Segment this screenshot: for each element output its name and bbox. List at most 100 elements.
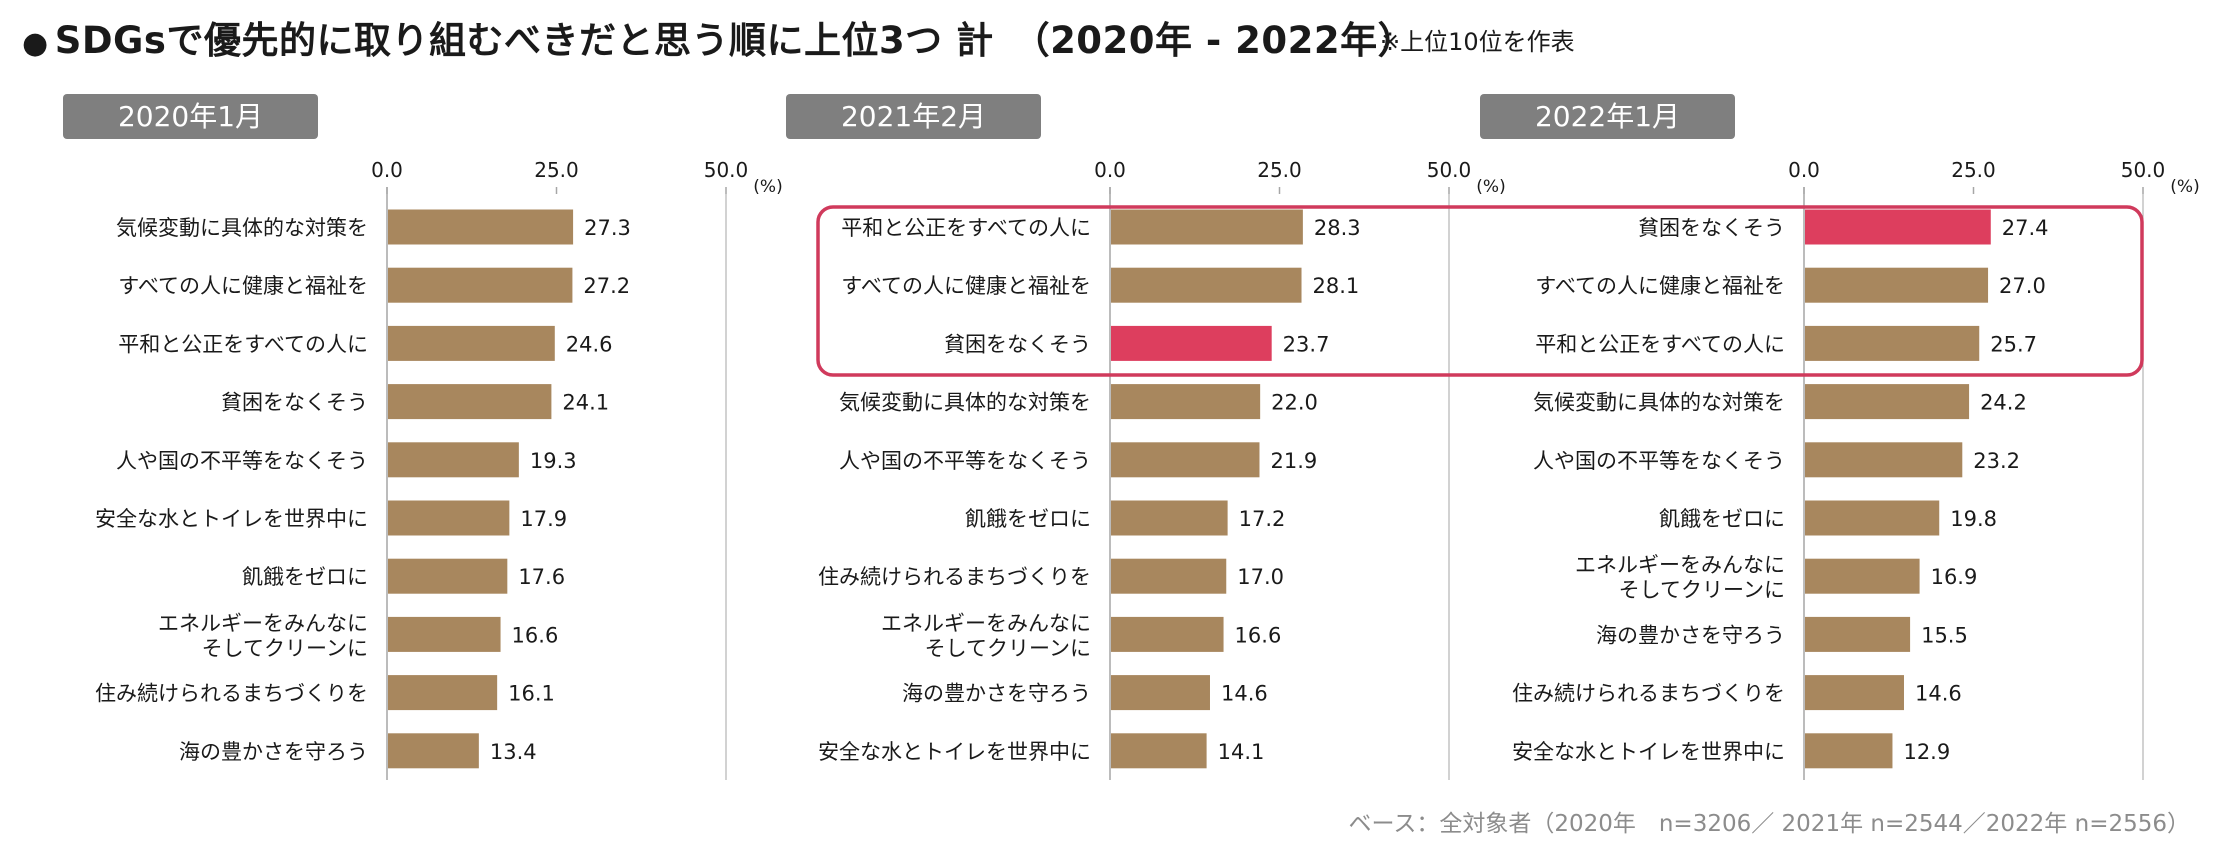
bar <box>1111 267 1302 303</box>
category-label: 住み続けられるまちづくりを <box>818 565 1091 589</box>
category-label: 気候変動に具体的な対策を <box>1533 391 1785 415</box>
data-label: 24.2 <box>1980 391 2027 415</box>
data-label: 28.3 <box>1314 216 1361 240</box>
bar <box>388 558 508 594</box>
category-label: 飢餓をゼロに <box>965 507 1091 531</box>
bar <box>388 675 498 711</box>
unit-label: (%) <box>1476 177 1505 197</box>
category-label-line: エネルギーをみんなに <box>1575 553 1785 577</box>
category-label: 海の豊かさを守ろう <box>902 682 1091 706</box>
base-footnote: ベース：全対象者（2020年 n=3206／ 2021年 n=2544／2022… <box>1348 811 2190 837</box>
data-label: 17.6 <box>518 565 565 589</box>
panel-label-2021: 2021年2月 <box>786 94 1041 139</box>
data-label: 12.9 <box>1903 740 1950 764</box>
category-label: 海の豊かさを守ろう <box>1596 623 1785 647</box>
data-label: 14.6 <box>1915 682 1962 706</box>
tick-label: 50.0 <box>2121 158 2166 182</box>
category-label: 気候変動に具体的な対策を <box>839 391 1091 415</box>
bar <box>388 442 519 478</box>
bar <box>388 500 510 536</box>
category-label-line: そしてクリーンに <box>202 636 368 660</box>
bar <box>1805 442 1963 478</box>
chart-title: ● SDGsで優先的に取り組むべきだと思う順に上位3つ 計 （2020年 - 20… <box>22 10 1415 64</box>
data-label: 27.0 <box>1999 274 2046 298</box>
category-label: すべての人に健康と福祉を <box>1535 274 1785 298</box>
data-label: 24.6 <box>566 332 613 356</box>
data-label: 17.9 <box>520 507 567 531</box>
category-label: 住み続けられるまちづくりを <box>95 682 368 706</box>
chart-title-text: SDGsで優先的に取り組むべきだと思う順に上位3つ 計 （2020年 - 202… <box>54 19 1416 62</box>
category-label: 安全な水とトイレを世界中に <box>818 740 1091 764</box>
bar <box>1805 325 1980 361</box>
bar <box>388 325 555 361</box>
bar <box>1805 616 1911 652</box>
tick-label: 25.0 <box>1951 158 1996 182</box>
category-label-line: エネルギーをみんなに <box>158 611 368 635</box>
bar <box>388 384 552 420</box>
data-label: 19.3 <box>530 449 577 473</box>
data-label: 23.2 <box>1973 449 2020 473</box>
panel-label-2022: 2022年1月 <box>1480 94 1735 139</box>
data-label: 22.0 <box>1271 391 1318 415</box>
category-label: すべての人に健康と福祉を <box>841 274 1091 298</box>
bar <box>1805 500 1940 536</box>
bar <box>388 209 574 245</box>
bar <box>1111 442 1260 478</box>
data-label: 24.1 <box>562 391 609 415</box>
category-label: 気候変動に具体的な対策を <box>116 216 368 240</box>
bar <box>1805 209 1991 245</box>
category-label: 飢餓をゼロに <box>242 565 368 589</box>
bar <box>1111 384 1261 420</box>
panel-label-2020: 2020年1月 <box>63 94 318 139</box>
bar <box>388 733 479 769</box>
category-label: すべての人に健康と福祉を <box>118 274 368 298</box>
data-label: 15.5 <box>1921 623 1968 647</box>
data-label: 27.2 <box>583 274 630 298</box>
tick-label: 50.0 <box>1427 158 1472 182</box>
bar <box>1111 209 1303 245</box>
tick-label: 0.0 <box>1788 158 1820 182</box>
category-label-line: そしてクリーンに <box>1619 578 1785 602</box>
data-label: 13.4 <box>490 740 537 764</box>
bar <box>1111 500 1228 536</box>
table-note: ※上位10位を作表 <box>1380 28 1575 56</box>
data-label: 25.7 <box>1990 332 2037 356</box>
category-label: エネルギーをみんなにそしてクリーンに <box>881 611 1091 660</box>
bar <box>1111 616 1224 652</box>
data-label: 14.1 <box>1218 740 1265 764</box>
bar <box>1111 558 1227 594</box>
data-label: 21.9 <box>1270 449 1317 473</box>
bar <box>1805 675 1904 711</box>
data-label: 16.6 <box>512 623 559 647</box>
data-label: 28.1 <box>1313 274 1360 298</box>
bar <box>388 616 501 652</box>
tick-label: 25.0 <box>534 158 579 182</box>
category-label: 人や国の不平等をなくそう <box>116 449 368 473</box>
category-label: 貧困をなくそう <box>221 391 368 415</box>
category-label: エネルギーをみんなにそしてクリーンに <box>1575 553 1785 602</box>
bar <box>1805 267 1989 303</box>
data-label: 16.1 <box>508 682 555 706</box>
bar <box>1805 733 1893 769</box>
data-label: 17.2 <box>1239 507 1286 531</box>
bar <box>388 267 573 303</box>
top3-highlight-frame <box>816 205 2144 377</box>
data-label: 16.9 <box>1931 565 1978 589</box>
category-label: 安全な水とトイレを世界中に <box>95 507 368 531</box>
tick-label: 0.0 <box>371 158 403 182</box>
category-label: 平和と公正をすべての人に <box>1535 332 1785 356</box>
data-label: 27.4 <box>2002 216 2049 240</box>
category-label: 貧困をなくそう <box>1638 216 1785 240</box>
unit-label: (%) <box>753 177 782 197</box>
category-label: 飢餓をゼロに <box>1659 507 1785 531</box>
category-label: 貧困をなくそう <box>944 332 1091 356</box>
bar <box>1805 558 1920 594</box>
category-label: 海の豊かさを守ろう <box>179 740 368 764</box>
category-label: 人や国の不平等をなくそう <box>839 449 1091 473</box>
category-label: 平和と公正をすべての人に <box>118 332 368 356</box>
category-label: 平和と公正をすべての人に <box>841 216 1091 240</box>
bar <box>1805 384 1970 420</box>
category-label: 住み続けられるまちづくりを <box>1512 682 1785 706</box>
category-label: 人や国の不平等をなくそう <box>1533 449 1785 473</box>
